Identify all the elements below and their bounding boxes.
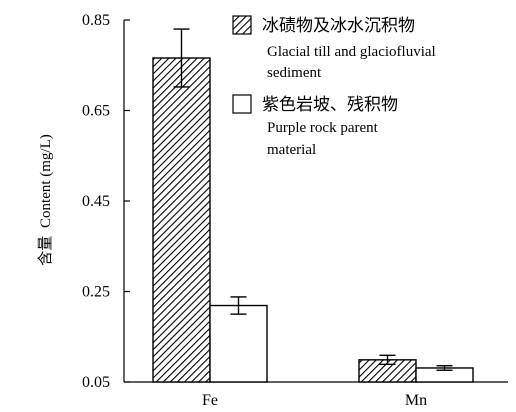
legend-label-purple-en-2: material: [267, 142, 316, 158]
legend-swatch-purple: [232, 94, 252, 114]
legend-swatch-glacial: [232, 15, 252, 35]
y-tick-label: 0.45: [82, 193, 110, 210]
y-tick-label: 0.65: [82, 103, 110, 120]
bar-glacial-fe: [152, 57, 211, 383]
y-tick-label: 0.25: [82, 284, 110, 301]
legend-label-purple-zh: 紫色岩坡、残积物: [262, 95, 398, 115]
y-axis-label: 含量 Content (mg/L): [36, 134, 54, 266]
y-axis-label-en: Content (mg/L): [38, 134, 54, 228]
y-axis-label-zh: 含量: [36, 236, 54, 266]
legend-label-purple-en-1: Purple rock parent: [267, 120, 379, 136]
x-category-label: Fe: [202, 392, 218, 409]
legend: 冰碛物及冰水沉积物 Glacial till and glaciofluvial…: [232, 15, 436, 158]
legend-label-glacial-zh: 冰碛物及冰水沉积物: [262, 16, 415, 36]
legend-label-glacial-en-1: Glacial till and glaciofluvial: [267, 44, 436, 60]
y-tick-label: 0.05: [82, 374, 110, 391]
y-tick-label: 0.85: [82, 12, 110, 29]
bar-purple-fe: [209, 304, 268, 383]
x-category-label: Mn: [405, 392, 427, 409]
legend-label-glacial-en-2: sediment: [267, 65, 322, 81]
